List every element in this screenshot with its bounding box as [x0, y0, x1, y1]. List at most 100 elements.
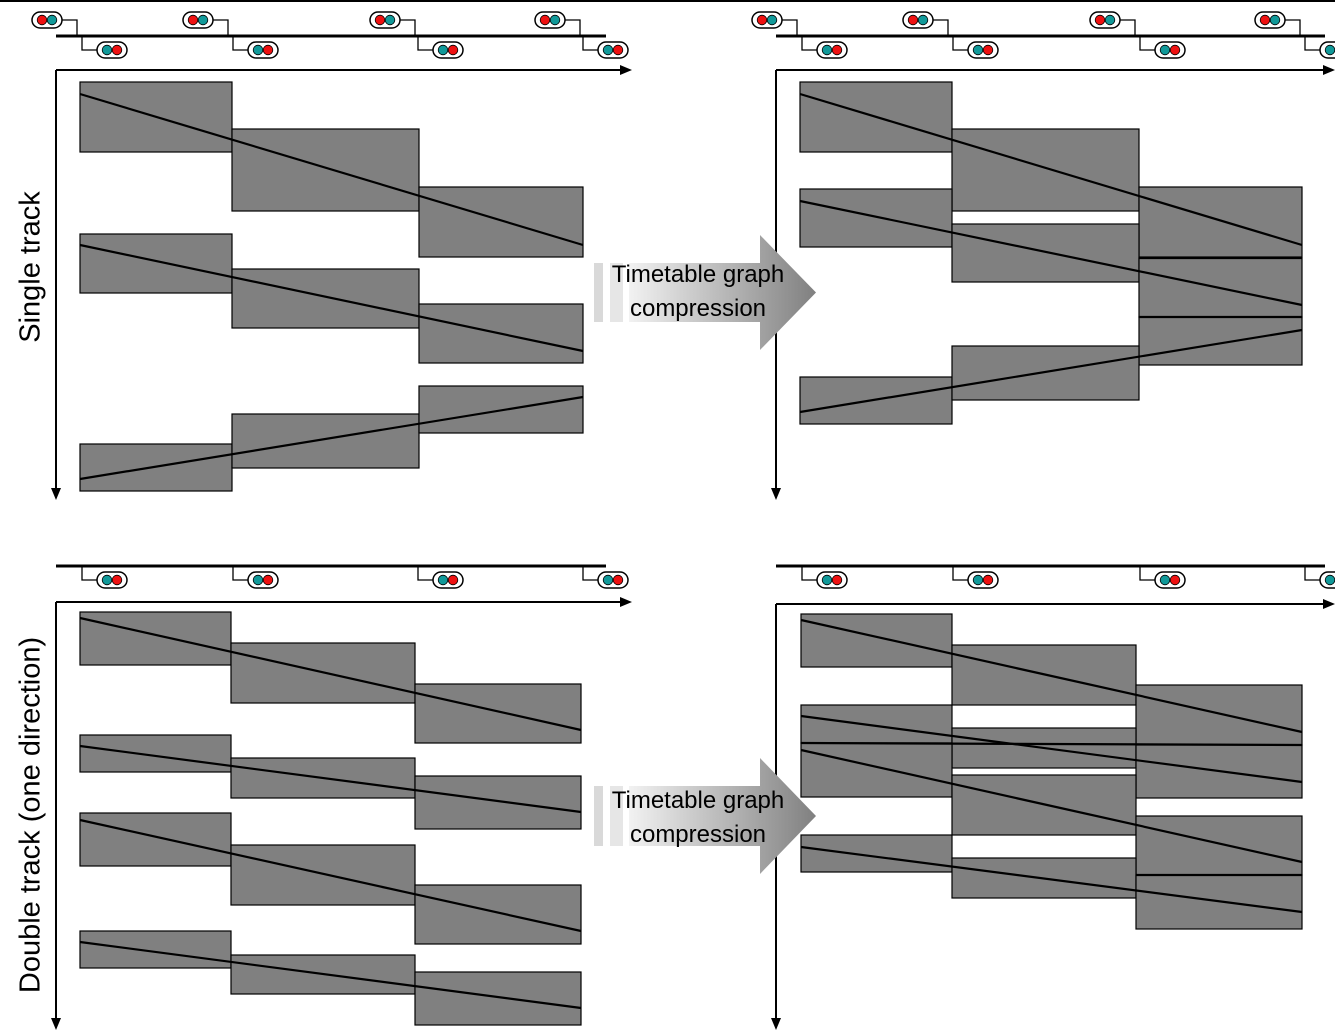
signal-lamp — [831, 44, 843, 56]
blocking-time-block — [1135, 874, 1303, 930]
axis-arrowhead-icon — [620, 65, 632, 75]
signal-connector — [1120, 19, 1136, 36]
signal-teal-red-icon — [1154, 571, 1186, 589]
blocking-time-block — [79, 233, 233, 294]
blocking-time-block — [231, 128, 420, 212]
blocking-time-block — [799, 188, 953, 248]
blocking-time-block — [414, 775, 582, 830]
signal-connector — [1285, 19, 1301, 36]
blocking-time-block — [414, 971, 582, 1026]
train-path-line — [79, 940, 582, 1010]
arrow-label-line2: compression — [629, 295, 767, 322]
signal-lamp — [447, 574, 459, 586]
signal-connector — [582, 36, 598, 51]
arrow-tail-stripe — [594, 786, 603, 846]
signal-lamp — [907, 14, 919, 26]
signal-lamp — [187, 14, 199, 26]
blocking-time-block — [951, 223, 1140, 283]
signal-teal-red-icon — [432, 41, 464, 59]
train-path-line — [79, 744, 582, 814]
signal-red-teal-icon — [31, 11, 63, 29]
blocking-time-block — [230, 844, 416, 906]
signal-red-teal-icon — [534, 11, 566, 29]
signal-teal-red-icon — [816, 571, 848, 589]
compression-arrow-shape — [594, 235, 816, 350]
blocking-time-block — [79, 812, 232, 867]
signal-lamp — [197, 14, 209, 26]
signal-teal-red-icon — [1154, 41, 1186, 59]
signal-connector — [582, 566, 598, 581]
train-path-line — [800, 748, 1303, 864]
signal-connector — [81, 566, 97, 581]
signal-lamp — [821, 44, 833, 56]
signal-red-teal-icon — [182, 11, 214, 29]
blocking-time-block — [800, 613, 953, 668]
signal-connector — [400, 19, 416, 36]
signal-teal-red-icon — [967, 41, 999, 59]
signal-connector — [952, 36, 968, 51]
signal-red-teal-icon — [902, 11, 934, 29]
blocking-time-block — [231, 268, 420, 329]
train-path-line — [799, 328, 1303, 414]
signal-connector — [62, 19, 78, 36]
signal-connector — [782, 19, 798, 36]
arrow-label-line1: Timetable graph — [611, 787, 785, 814]
signal-lamp — [262, 574, 274, 586]
signal-teal-red-icon — [96, 571, 128, 589]
signal-lamp — [1324, 574, 1335, 586]
signal-connector — [1304, 566, 1320, 581]
blocking-time-block — [231, 413, 420, 469]
signal-lamp — [602, 574, 614, 586]
signal-lamp — [437, 574, 449, 586]
train-path-line — [79, 616, 582, 732]
axis-arrowhead-icon — [771, 488, 781, 500]
signal-red-teal-icon — [1254, 11, 1286, 29]
signal-lamp — [1324, 44, 1335, 56]
signal-lamp — [972, 574, 984, 586]
top-border-rule — [0, 0, 1335, 2]
signal-lamp — [612, 44, 624, 56]
arrow-tail-stripe — [610, 263, 623, 322]
signal-connector — [801, 36, 817, 51]
train-path-line — [799, 92, 1303, 247]
signal-red-teal-icon — [369, 11, 401, 29]
blocking-time-block — [79, 734, 232, 773]
blocking-time-block — [414, 884, 582, 945]
signal-lamp — [1169, 44, 1181, 56]
axis-arrowhead-icon — [51, 1018, 61, 1030]
arrow-right-icon — [629, 235, 816, 350]
blocking-time-block — [1135, 815, 1303, 876]
signal-lamp — [101, 574, 113, 586]
signal-lamp — [437, 44, 449, 56]
blocking-time-block — [951, 128, 1140, 212]
signal-connector — [417, 566, 433, 581]
signal-teal-red-icon — [432, 571, 464, 589]
signal-lamp — [447, 44, 459, 56]
signal-connector — [565, 19, 581, 36]
signal-lamp — [252, 574, 264, 586]
signal-lamp — [602, 44, 614, 56]
signal-lamp — [972, 44, 984, 56]
signal-teal-red-icon — [597, 41, 629, 59]
signal-lamp — [46, 14, 58, 26]
signal-lamp — [549, 14, 561, 26]
signal-lamp — [756, 14, 768, 26]
signal-connector — [801, 566, 817, 581]
compression-arrow-bottom: Timetable graph compression — [593, 785, 803, 855]
axis-arrowhead-icon — [1323, 65, 1335, 75]
row-label-double-track: Double track (one direction) — [14, 636, 47, 994]
signal-teal-red-icon — [96, 41, 128, 59]
signal-lamp — [252, 44, 264, 56]
arrow-right-icon — [629, 758, 816, 874]
train-path-line — [79, 818, 582, 933]
signal-lamp — [821, 574, 833, 586]
signal-lamp — [982, 44, 994, 56]
signal-lamp — [831, 574, 843, 586]
blocking-time-block — [1138, 316, 1303, 366]
signal-lamp — [1159, 44, 1171, 56]
signal-lamp — [612, 574, 624, 586]
signal-lamp — [384, 14, 396, 26]
signal-connector — [81, 36, 97, 51]
train-path-line — [800, 845, 1303, 914]
arrow-label-line1: Timetable graph — [611, 261, 785, 288]
